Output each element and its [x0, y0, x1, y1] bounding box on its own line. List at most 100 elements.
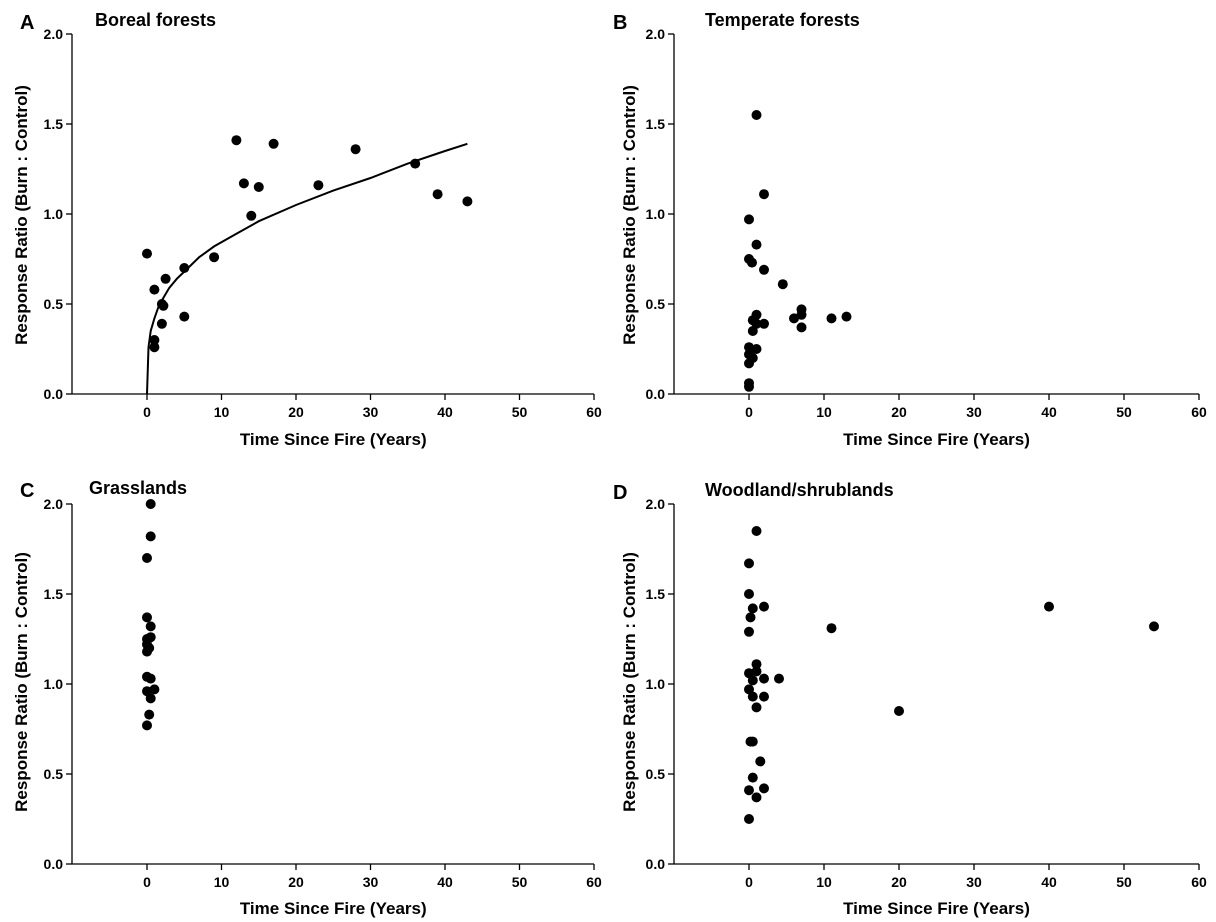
x-axis-title: Time Since Fire (Years)	[843, 899, 1030, 918]
y-tick-label: 0.5	[646, 766, 666, 782]
data-point	[744, 558, 754, 569]
x-tick-label: 0	[745, 404, 753, 420]
panel-title: Woodland/shrublands	[705, 480, 894, 500]
data-point	[747, 691, 758, 702]
y-tick-label: 1.0	[44, 206, 64, 222]
data-point	[747, 772, 758, 783]
data-point	[747, 257, 757, 268]
panel-title: Temperate forests	[705, 10, 860, 30]
y-tick-label: 1.5	[646, 116, 666, 132]
data-point	[160, 273, 171, 284]
data-point	[253, 182, 264, 192]
x-tick-label: 20	[891, 404, 907, 420]
data-point	[744, 358, 754, 369]
panel-title: Grasslands	[89, 478, 187, 498]
x-tick-label: 30	[966, 874, 982, 890]
data-point	[149, 342, 160, 353]
data-point	[179, 311, 190, 322]
data-point	[1044, 601, 1054, 612]
panel-c: 0 10 20 30 40 50 60 0.0 0.5 1.0 1.5 2.0 Time Since F…	[12, 478, 602, 918]
data-point	[751, 666, 762, 677]
data-point	[759, 318, 769, 329]
data-point	[744, 214, 754, 225]
y-axis-title: Response Ratio (Burn : Control)	[620, 85, 639, 345]
data-point	[744, 342, 754, 353]
y-tick-label: 1.5	[44, 586, 64, 602]
data-point	[142, 720, 152, 731]
panel-letter: B	[613, 12, 627, 34]
x-tick-label: 40	[437, 874, 453, 890]
data-point	[745, 612, 756, 623]
x-tick-label: 60	[586, 404, 602, 420]
data-point	[209, 252, 220, 263]
x-tick-label: 40	[1041, 404, 1057, 420]
x-tick-label: 20	[891, 874, 907, 890]
data-point	[759, 673, 769, 684]
data-point	[796, 322, 807, 333]
data-point	[777, 279, 788, 290]
data-point	[149, 684, 160, 695]
panel-b: 0 10 20 30 40 50 60 0.0 0.5 1.0 1.5 2.0 Time Since F…	[613, 10, 1207, 449]
y-tick-label: 2.0	[646, 26, 666, 42]
x-tick-label: 10	[816, 404, 832, 420]
panel-title: Boreal forests	[95, 10, 216, 30]
data-point	[144, 643, 155, 653]
data-point	[751, 792, 762, 803]
data-point	[158, 300, 169, 311]
data-point	[231, 135, 242, 146]
data-point	[145, 621, 156, 632]
x-tick-label: 30	[363, 874, 379, 890]
data-point	[751, 110, 762, 120]
y-tick-label: 2.0	[646, 496, 666, 512]
data-point	[759, 601, 769, 612]
x-tick-label: 10	[214, 404, 230, 420]
data-point	[145, 531, 156, 542]
x-tick-label: 60	[586, 874, 602, 890]
data-point	[238, 178, 249, 189]
data-point	[744, 626, 754, 637]
data-point	[1149, 621, 1159, 632]
x-tick-label: 40	[1041, 874, 1057, 890]
y-tick-label: 2.0	[44, 26, 64, 42]
data-point	[145, 693, 156, 704]
data-point	[145, 499, 156, 509]
data-point	[145, 673, 156, 684]
data-point	[755, 756, 766, 767]
y-axis-title: Response Ratio (Burn : Control)	[620, 552, 639, 812]
data-point	[149, 284, 160, 295]
data-point	[745, 736, 756, 747]
x-axis-title: Time Since Fire (Years)	[240, 899, 427, 918]
x-tick-label: 30	[363, 404, 379, 420]
data-point	[759, 264, 769, 275]
x-tick-label: 0	[143, 404, 151, 420]
x-tick-label: 50	[512, 874, 528, 890]
data-point	[410, 158, 421, 169]
data-point	[826, 623, 837, 634]
y-tick-label: 2.0	[44, 496, 64, 512]
y-tick-label: 1.5	[646, 586, 666, 602]
data-point	[142, 553, 152, 563]
data-point	[142, 612, 152, 623]
data-point	[751, 318, 762, 329]
data-point	[789, 313, 799, 324]
x-tick-label: 60	[1191, 404, 1207, 420]
data-point	[751, 702, 762, 713]
data-point	[751, 526, 762, 536]
y-tick-label: 1.0	[646, 676, 666, 692]
data-point	[462, 196, 473, 207]
data-point	[744, 589, 754, 599]
x-tick-label: 50	[512, 404, 528, 420]
fit-curve	[146, 142, 468, 395]
panel-letter: D	[613, 482, 627, 504]
x-tick-label: 20	[288, 874, 304, 890]
data-point	[774, 673, 784, 684]
data-point	[747, 603, 758, 614]
data-point	[179, 263, 190, 273]
x-tick-label: 20	[288, 404, 304, 420]
data-point	[759, 189, 769, 200]
data-point	[747, 675, 758, 686]
y-tick-label: 0.0	[44, 856, 64, 872]
data-point	[144, 709, 155, 720]
y-tick-label: 0.5	[44, 766, 64, 782]
